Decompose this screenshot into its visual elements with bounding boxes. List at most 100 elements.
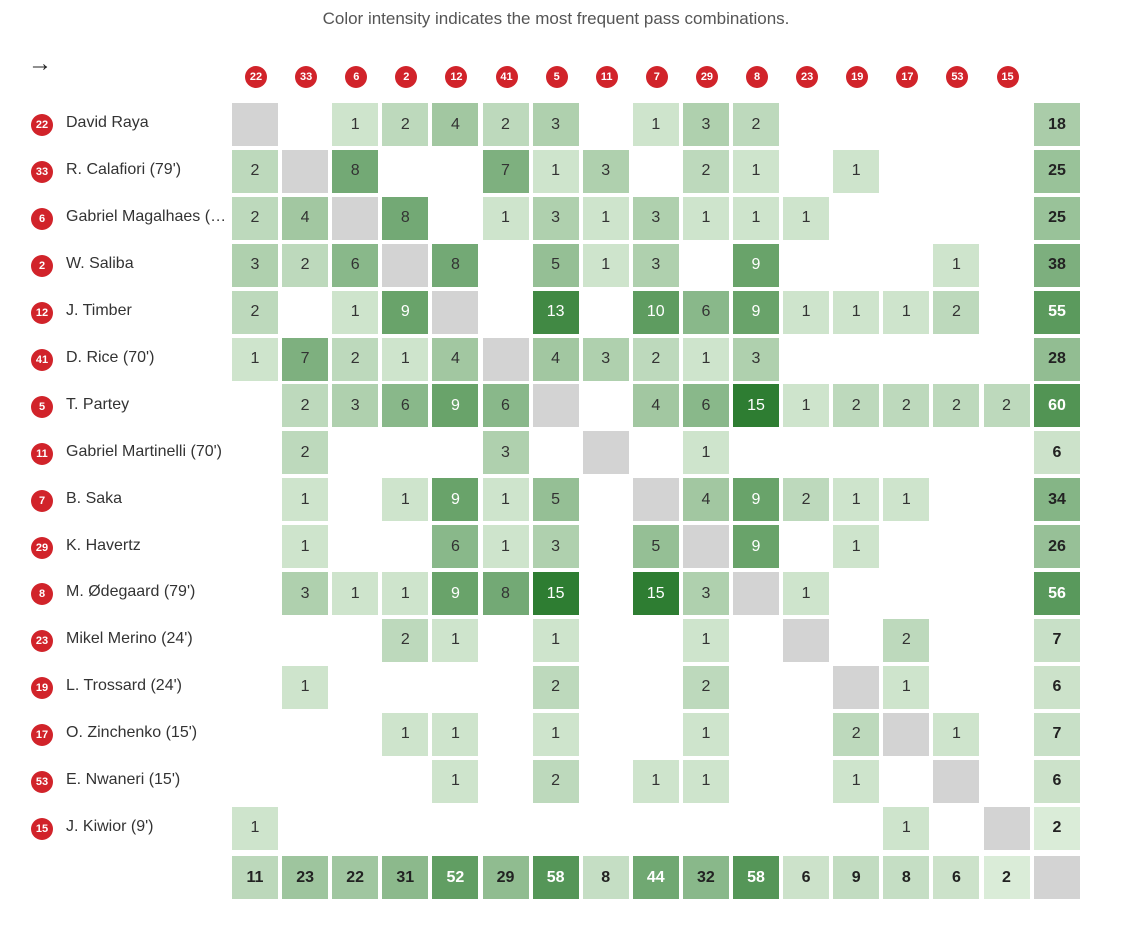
heatmap-cell: 9 xyxy=(732,242,780,288)
heatmap-cell: 1 xyxy=(481,477,530,523)
heatmap-cell: 9 xyxy=(431,383,480,429)
row-player-badge: 33 xyxy=(31,161,53,184)
row-player-badge: 11 xyxy=(31,442,53,465)
heatmap-cell: 1 xyxy=(231,336,279,382)
row-player-badge: 8 xyxy=(31,583,53,606)
heatmap-cell: 2 xyxy=(281,383,330,429)
heatmap-cell: 1 xyxy=(331,289,380,335)
heatmap-cell: 1 xyxy=(732,148,780,194)
heatmap-cell: 13 xyxy=(531,289,580,335)
heatmap-cell: 2 xyxy=(231,195,279,241)
heatmap-cell: 1 xyxy=(581,242,630,288)
heatmap-cell: 1 xyxy=(681,711,730,757)
heatmap-cell: 1 xyxy=(581,195,630,241)
heatmap-cell: 3 xyxy=(531,524,580,570)
heatmap-cell-self xyxy=(882,711,931,757)
heatmap-cell: 6 xyxy=(431,524,480,570)
heatmap-cell-self xyxy=(331,195,380,241)
heatmap-cell: 3 xyxy=(581,336,630,382)
row-player-badge: 5 xyxy=(31,395,53,418)
heatmap-cell: 1 xyxy=(681,617,730,663)
heatmap-cell-self xyxy=(932,758,981,804)
heatmap-cell: 9 xyxy=(732,477,780,523)
heatmap-cell: 3 xyxy=(481,430,530,476)
heatmap-cell: 1 xyxy=(281,524,330,570)
heatmap-cell: 5 xyxy=(531,242,580,288)
row-player-name: W. Saliba xyxy=(66,255,134,273)
column-total-cell: 8 xyxy=(581,855,630,901)
heatmap-cell: 4 xyxy=(431,336,480,382)
heatmap-cell: 1 xyxy=(832,524,881,570)
heatmap-cell: 1 xyxy=(531,148,580,194)
column-header-badge: 53 xyxy=(946,66,969,88)
row-total-cell: 28 xyxy=(1033,336,1081,382)
heatmap-cell: 5 xyxy=(631,524,680,570)
row-total-cell: 7 xyxy=(1033,711,1081,757)
corner-total-cell xyxy=(1033,855,1081,901)
heatmap-cell: 2 xyxy=(281,242,330,288)
heatmap-cell: 1 xyxy=(381,571,430,616)
heatmap-cell-self xyxy=(982,805,1031,851)
heatmap-cell: 4 xyxy=(431,102,480,147)
row-total-cell: 6 xyxy=(1033,758,1081,804)
row-player-badge: 19 xyxy=(31,677,53,700)
heatmap-cell: 2 xyxy=(832,383,881,429)
heatmap-cell: 2 xyxy=(681,148,730,194)
heatmap-cell: 4 xyxy=(681,477,730,523)
heatmap-cell: 1 xyxy=(431,758,480,804)
row-player-badge: 7 xyxy=(31,489,53,512)
heatmap-cell: 4 xyxy=(531,336,580,382)
column-header-badge: 22 xyxy=(245,66,268,88)
heatmap-cell: 8 xyxy=(331,148,380,194)
heatmap-cell: 3 xyxy=(631,242,680,288)
heatmap-cell-self xyxy=(381,242,430,288)
heatmap-cell: 3 xyxy=(531,195,580,241)
column-header-badge: 11 xyxy=(595,66,618,88)
row-total-cell: 18 xyxy=(1033,102,1081,147)
column-header-badge: 6 xyxy=(345,66,368,88)
heatmap-cell: 2 xyxy=(782,477,831,523)
heatmap-cell: 2 xyxy=(481,102,530,147)
heatmap-cell: 10 xyxy=(631,289,680,335)
heatmap-cell-self xyxy=(231,102,279,147)
heatmap-cell: 2 xyxy=(231,289,279,335)
heatmap-cell: 1 xyxy=(381,477,430,523)
heatmap-cell: 7 xyxy=(281,336,330,382)
column-total-cell: 6 xyxy=(932,855,981,901)
row-total-cell: 26 xyxy=(1033,524,1081,570)
heatmap-cell-self xyxy=(782,617,831,663)
heatmap-cell: 1 xyxy=(481,195,530,241)
row-total-cell: 38 xyxy=(1033,242,1081,288)
heatmap-cell: 1 xyxy=(681,336,730,382)
heatmap-cell: 1 xyxy=(431,711,480,757)
heatmap-cell: 6 xyxy=(381,383,430,429)
row-player-name: M. Ødegaard (79') xyxy=(66,583,196,601)
column-total-cell: 9 xyxy=(832,855,881,901)
column-total-cell: 32 xyxy=(681,855,730,901)
row-total-cell: 6 xyxy=(1033,664,1081,710)
heatmap-cell: 6 xyxy=(481,383,530,429)
row-player-badge: 12 xyxy=(31,302,53,325)
heatmap-cell: 1 xyxy=(381,336,430,382)
row-player-name: J. Kiwior (9') xyxy=(66,817,154,835)
heatmap-cell: 3 xyxy=(231,242,279,288)
heatmap-cell: 4 xyxy=(631,383,680,429)
heatmap-cell: 1 xyxy=(732,195,780,241)
column-header-badge: 2 xyxy=(395,66,418,88)
heatmap-cell: 1 xyxy=(231,805,279,851)
heatmap-cell: 2 xyxy=(231,148,279,194)
heatmap-cell: 2 xyxy=(631,336,680,382)
heatmap-cell: 1 xyxy=(882,664,931,710)
heatmap-cell: 1 xyxy=(381,711,430,757)
heatmap-cell: 8 xyxy=(381,195,430,241)
column-header-badge: 41 xyxy=(495,66,518,88)
heatmap-cell: 1 xyxy=(281,477,330,523)
row-player-name: Gabriel Magalhaes (… xyxy=(66,208,227,226)
row-total-cell: 25 xyxy=(1033,148,1081,194)
row-player-badge: 6 xyxy=(31,208,53,231)
heatmap-cell-self xyxy=(732,571,780,616)
heatmap-cell: 5 xyxy=(531,477,580,523)
heatmap-cell: 1 xyxy=(331,571,380,616)
heatmap-cell: 1 xyxy=(832,758,881,804)
